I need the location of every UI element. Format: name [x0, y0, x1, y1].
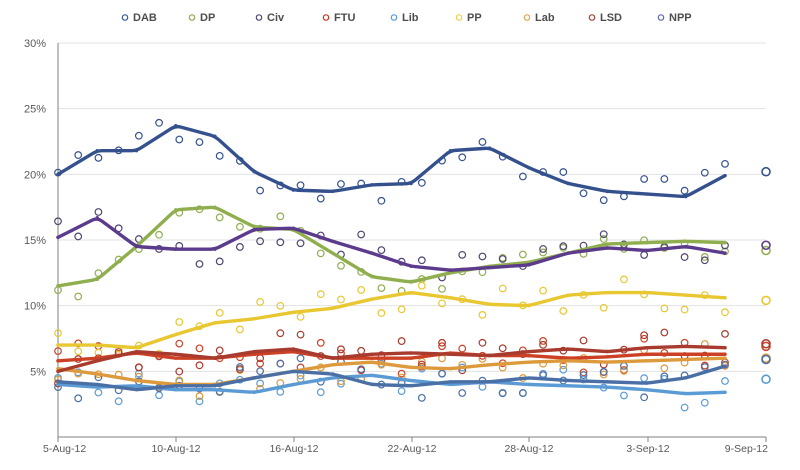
svg-text:Lab: Lab	[535, 12, 555, 24]
svg-text:15%: 15%	[24, 235, 46, 247]
svg-text:DAB: DAB	[133, 12, 157, 24]
svg-text:NPP: NPP	[669, 12, 692, 24]
svg-text:25%: 25%	[24, 104, 46, 116]
svg-text:FTU: FTU	[334, 12, 355, 24]
svg-text:16-Aug-12: 16-Aug-12	[269, 443, 318, 455]
svg-text:9-Sep-12: 9-Sep-12	[725, 443, 768, 455]
svg-text:PP: PP	[467, 12, 482, 24]
svg-text:22-Aug-12: 22-Aug-12	[387, 443, 436, 455]
svg-text:Lib: Lib	[402, 12, 419, 24]
svg-text:10%: 10%	[24, 301, 46, 313]
svg-text:28-Aug-12: 28-Aug-12	[504, 443, 553, 455]
svg-text:DP: DP	[200, 12, 215, 24]
svg-text:Civ: Civ	[267, 12, 285, 24]
svg-text:LSD: LSD	[600, 12, 622, 24]
svg-text:5%: 5%	[30, 366, 46, 378]
svg-text:3-Sep-12: 3-Sep-12	[626, 443, 669, 455]
svg-text:10-Aug-12: 10-Aug-12	[151, 443, 200, 455]
svg-text:20%: 20%	[24, 169, 46, 181]
svg-text:30%: 30%	[24, 38, 46, 50]
svg-text:5-Aug-12: 5-Aug-12	[43, 443, 86, 455]
